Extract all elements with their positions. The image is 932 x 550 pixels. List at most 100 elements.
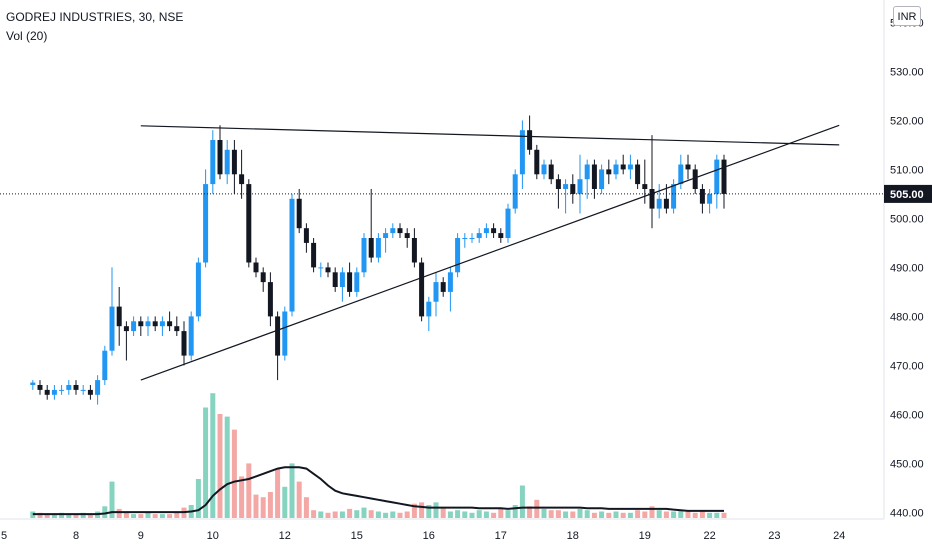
x-tick-label: 23 — [768, 530, 780, 542]
candle-body — [707, 193, 713, 204]
x-tick-label: 24 — [833, 530, 845, 542]
volume-bar — [267, 492, 273, 518]
candle-body — [541, 164, 547, 175]
volume-indicator-label[interactable]: Vol (20) — [6, 29, 48, 43]
x-tick-label: 8 — [73, 530, 79, 542]
candle-body — [606, 169, 612, 175]
volume-bar — [512, 505, 518, 518]
volume-bar — [311, 510, 317, 518]
candle-body — [181, 331, 187, 356]
candle-body — [296, 198, 302, 229]
volume-bar — [404, 511, 410, 518]
y-tick-label: 510.00 — [890, 164, 924, 176]
candle-body — [548, 164, 554, 180]
volume-bar — [231, 429, 237, 518]
volume-bar — [339, 511, 345, 518]
volume-bar — [642, 511, 648, 518]
candle-body — [483, 228, 489, 234]
candle-body — [167, 321, 173, 327]
candle-body — [519, 130, 525, 175]
candle-body — [174, 326, 180, 332]
candle-body — [699, 189, 705, 204]
candle-body — [375, 238, 381, 258]
volume-bar — [426, 505, 432, 518]
candle-body — [505, 208, 511, 238]
volume-bar — [102, 506, 108, 518]
volume-bar — [44, 514, 50, 518]
candle-body — [275, 316, 281, 356]
candle-body — [685, 164, 691, 170]
volume-bar — [440, 507, 446, 518]
volume-bar — [152, 514, 158, 518]
candle-body — [498, 233, 504, 238]
volume-bar — [584, 510, 590, 518]
volume-bar — [145, 512, 151, 518]
candle-body — [231, 149, 237, 175]
volume-bar — [361, 507, 367, 518]
candle-body — [303, 228, 309, 243]
volume-bar — [123, 511, 129, 518]
volume-bar — [289, 463, 295, 518]
volume-bar — [167, 514, 173, 518]
candle-body — [527, 130, 533, 150]
volume-bar — [419, 502, 425, 518]
candle-body — [203, 184, 209, 263]
volume-bar — [714, 512, 720, 518]
candle-body — [347, 272, 353, 292]
candle-body — [440, 282, 446, 292]
candle-body — [152, 321, 158, 327]
candle-body — [260, 272, 266, 283]
candle-body — [447, 272, 453, 292]
volume-bar — [224, 416, 230, 518]
volume-bar — [476, 510, 482, 518]
trendline-upper-resistance — [140, 125, 840, 146]
candle-body — [267, 282, 273, 317]
y-tick-label: 490.00 — [890, 262, 924, 274]
x-tick-label: 16 — [423, 530, 435, 542]
candle-body — [246, 184, 252, 263]
candle-body — [397, 228, 403, 234]
candle-body — [577, 179, 583, 194]
volume-bar — [649, 506, 655, 518]
y-tick-label: 440.00 — [890, 507, 924, 519]
x-tick-label: 15 — [351, 530, 363, 542]
candle-body — [339, 272, 345, 287]
candle-body — [66, 385, 72, 390]
volume-bar — [599, 511, 605, 518]
volume-bar — [174, 512, 180, 518]
candle-body — [282, 311, 288, 356]
currency-badge[interactable]: INR — [893, 6, 921, 26]
volume-bar — [447, 511, 453, 518]
y-tick-label: 450.00 — [890, 458, 924, 470]
volume-bar — [282, 486, 288, 518]
volume-bar — [260, 497, 266, 518]
volume-bar — [707, 512, 713, 518]
candle-body — [95, 380, 101, 395]
candle-body — [555, 179, 561, 189]
volume-bar — [375, 511, 381, 518]
volume-bar — [253, 494, 259, 518]
candle-body — [721, 159, 727, 194]
volume-bar — [433, 502, 439, 518]
candle-body — [325, 267, 331, 273]
volume-bar — [685, 511, 691, 518]
candle-body — [87, 389, 93, 395]
volume-bar — [296, 481, 302, 518]
candle-body — [102, 350, 108, 381]
volume-bar — [239, 476, 245, 518]
candle-body — [433, 282, 439, 302]
volume-bar — [325, 512, 331, 518]
volume-bar — [159, 514, 165, 518]
y-tick-label: 470.00 — [890, 360, 924, 372]
x-tick-label: 10 — [207, 530, 219, 542]
volume-bar — [383, 512, 389, 518]
candle-body — [491, 228, 497, 234]
volume-bar — [347, 508, 353, 518]
x-tick-label: 5 — [1, 530, 7, 542]
candle-body — [584, 164, 590, 180]
candle-body — [195, 262, 201, 317]
volume-bar — [627, 512, 633, 518]
candle-body — [404, 233, 410, 238]
candle-body — [671, 184, 677, 209]
